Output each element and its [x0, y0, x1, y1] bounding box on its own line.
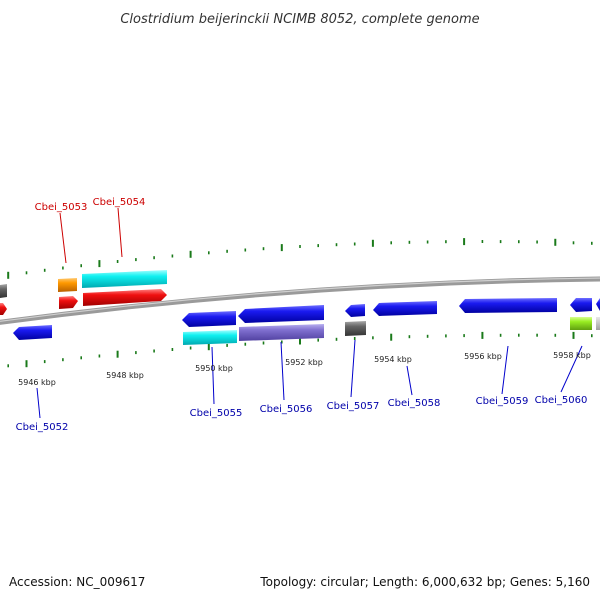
- gene-label[interactable]: Cbei_5057: [327, 401, 380, 412]
- gene-arrow-blue[interactable]: [373, 301, 437, 316]
- gene-arrow-blue[interactable]: [238, 305, 324, 323]
- gene-arrow-blue[interactable]: [345, 304, 365, 317]
- gene-arrow-blue[interactable]: [459, 298, 557, 313]
- gene-arrow-red-edge[interactable]: [0, 303, 7, 315]
- genome-backbone-highlight: [0, 277, 600, 322]
- top-gene-labels: Cbei_5053 Cbei_5054: [35, 197, 146, 213]
- gene-arrow-blue[interactable]: [182, 311, 236, 327]
- bottom-strand-genes: [13, 298, 600, 345]
- gene-arrow-blue[interactable]: [13, 325, 52, 340]
- scale-label: 5952 kbp: [285, 358, 323, 367]
- outer-tick-arc: [7, 238, 593, 279]
- gene-arrow-blue[interactable]: [570, 298, 592, 312]
- gene-arrow-red[interactable]: [59, 296, 78, 309]
- gene-block-green[interactable]: [570, 317, 592, 330]
- gene-label[interactable]: Cbei_5055: [190, 408, 243, 419]
- gene-block-orange[interactable]: [58, 278, 77, 292]
- bottom-gene-labels: Cbei_5052 Cbei_5055 Cbei_5056 Cbei_5057 …: [16, 395, 588, 433]
- gene-arrow-red-large[interactable]: [83, 289, 167, 306]
- gene-arrow-blue-edge[interactable]: [596, 298, 600, 311]
- gene-label[interactable]: Cbei_5052: [16, 422, 69, 433]
- genome-backbone: [0, 276, 600, 325]
- gene-label[interactable]: Cbei_5054: [93, 197, 146, 208]
- genome-summary: Topology: circular; Length: 6,000,632 bp…: [259, 575, 590, 589]
- gene-block-gray[interactable]: [0, 284, 7, 298]
- inner-tick-arc: [7, 331, 593, 368]
- gene-block-cyan[interactable]: [183, 330, 237, 345]
- top-strand-genes: [0, 270, 167, 315]
- gene-label[interactable]: Cbei_5059: [476, 396, 529, 407]
- accession-label: Accession: NC_009617: [9, 575, 145, 589]
- gene-label[interactable]: Cbei_5053: [35, 202, 88, 213]
- gene-block-purple[interactable]: [239, 324, 324, 341]
- scale-label: 5956 kbp: [464, 352, 502, 361]
- gene-block-silver[interactable]: [596, 317, 600, 330]
- top-label-leaders: [59, 207, 123, 264]
- map-title: Clostridium beijerinckii NCIMB 8052, com…: [120, 12, 479, 27]
- scale-label: 5958 kbp: [553, 351, 591, 360]
- scale-label: 5950 kbp: [195, 364, 233, 373]
- gene-label[interactable]: Cbei_5060: [535, 395, 588, 406]
- scale-label: 5946 kbp: [18, 378, 56, 387]
- scale-labels: 5946 kbp 5948 kbp 5950 kbp 5952 kbp 5954…: [18, 351, 591, 387]
- gene-label[interactable]: Cbei_5058: [388, 398, 441, 409]
- scale-label: 5954 kbp: [374, 355, 412, 364]
- gene-block-cyan[interactable]: [82, 270, 167, 288]
- scale-label: 5948 kbp: [106, 371, 144, 380]
- bottom-label-leaders: [36, 339, 583, 419]
- gene-block-gray[interactable]: [345, 321, 366, 336]
- gene-label[interactable]: Cbei_5056: [260, 404, 313, 415]
